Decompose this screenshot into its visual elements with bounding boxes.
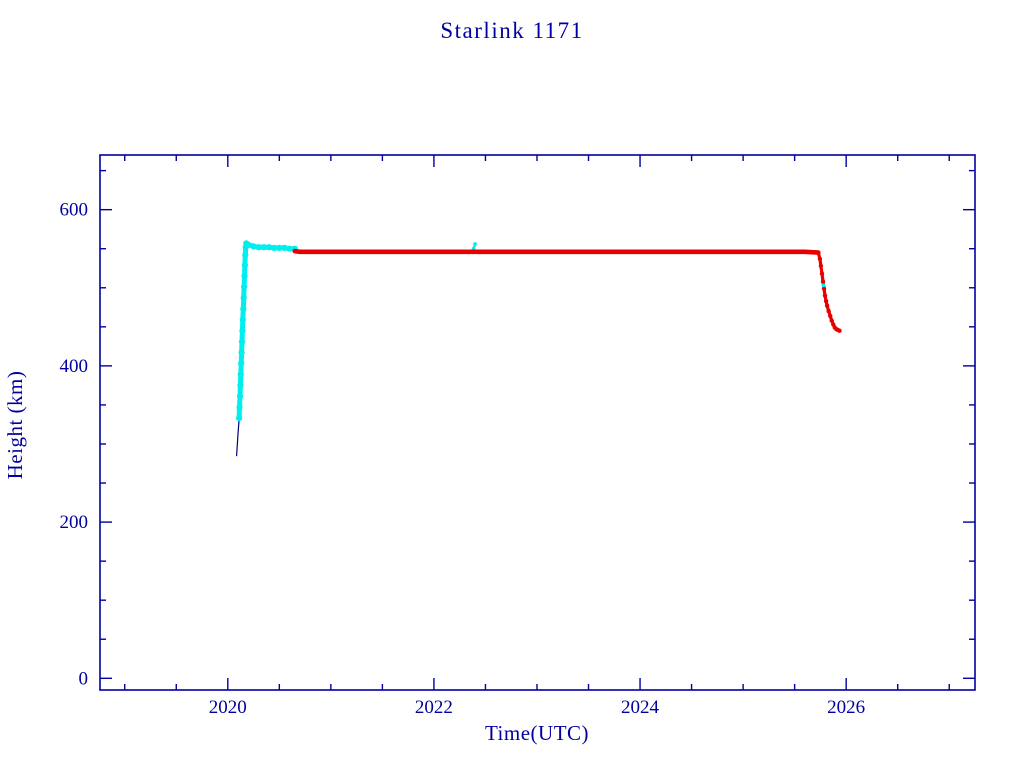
marker-deorbit-descent-red (823, 298, 829, 304)
marker-orbit-raise-cyan (240, 294, 247, 301)
marker-deorbit-descent-red (821, 286, 827, 291)
y-axis-label: Height (km) (3, 371, 27, 480)
marker-deorbit-descent-red (818, 263, 824, 269)
marker-orbit-raise-cyan (241, 273, 248, 280)
marker-orbit-raise-cyan (239, 327, 246, 334)
marker-orbit-raise-cyan (286, 245, 293, 252)
series-launch-ascent-track (236, 419, 240, 457)
marker-orbit-raise-cyan (236, 404, 243, 411)
marker-orbit-raise-cyan (241, 283, 248, 291)
marker-orbit-raise-cyan (237, 371, 244, 378)
marker-orbit-raise-cyan (281, 244, 288, 251)
marker-deorbit-cyan-point (821, 283, 826, 288)
marker-orbit-raise-cyan (260, 244, 267, 251)
y-tick-label: 200 (60, 512, 89, 533)
x-tick-label: 2022 (415, 697, 453, 718)
marker-orbit-raise-cyan (238, 349, 245, 356)
marker-deorbit-descent-red (819, 271, 825, 276)
marker-orbit-raise-cyan (240, 305, 247, 312)
y-tick-label: 400 (60, 356, 89, 377)
y-tick-label: 600 (60, 200, 89, 221)
marker-orbit-raise-cyan (236, 415, 243, 422)
marker-orbit-raise-cyan (236, 393, 244, 400)
marker-orbit-raise-cyan (238, 338, 246, 345)
marker-orbit-raise-cyan (241, 262, 248, 269)
marker-deorbit-descent-red (817, 256, 823, 262)
y-tick-label: 0 (79, 668, 89, 689)
marker-deorbit-descent-red (837, 328, 842, 333)
marker-deorbit-descent-red (826, 309, 831, 314)
marker-deorbit-descent-red (816, 250, 821, 255)
marker-tle-blip-cyan (473, 242, 477, 246)
plot-frame (99, 154, 976, 691)
marker-deorbit-descent-red (829, 318, 834, 323)
marker-deorbit-descent-red (824, 303, 830, 308)
marker-orbit-raise-cyan (255, 244, 262, 251)
marker-orbit-raise-cyan (238, 360, 245, 367)
marker-orbit-raise-cyan (237, 382, 244, 389)
series-orbit-raise-cyan (236, 240, 298, 421)
marker-orbit-raise-cyan (265, 244, 273, 251)
marker-deorbit-descent-red (820, 279, 826, 284)
marker-orbit-raise-cyan (242, 251, 249, 259)
marker-orbit-raise-cyan (276, 244, 283, 251)
marker-deorbit-descent-red (822, 293, 828, 298)
chart-title: Starlink 1171 (440, 18, 583, 43)
marker-orbit-raise-cyan (271, 244, 278, 251)
marker-orbit-raise-cyan (239, 316, 246, 323)
marker-orbit-raise-cyan (245, 241, 252, 248)
marker-deorbit-descent-red (828, 313, 833, 319)
x-axis-label: Time(UTC) (485, 721, 589, 745)
series-station-keeping-red (292, 248, 821, 255)
x-tick-label: 2024 (621, 697, 660, 718)
marker-orbit-raise-cyan (250, 243, 257, 250)
x-tick-label: 2020 (209, 697, 247, 718)
x-tick-label: 2026 (827, 697, 865, 718)
